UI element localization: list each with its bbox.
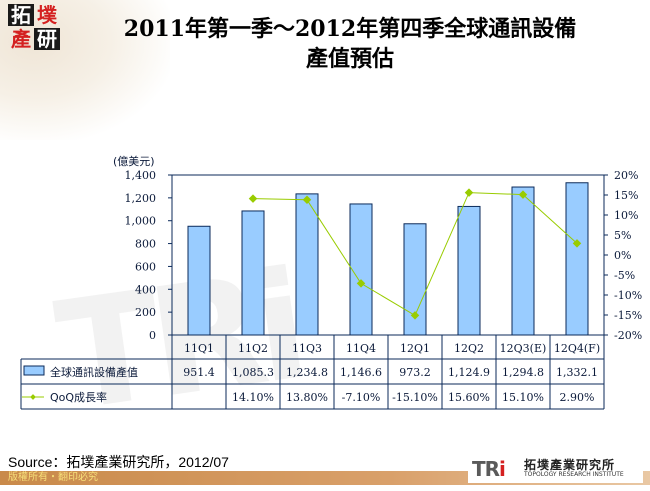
bar-value-cell: 1,294.8 xyxy=(502,366,544,379)
line-marker xyxy=(302,195,312,205)
line-marker xyxy=(464,188,474,197)
y-left-tick-label: 400 xyxy=(135,283,156,296)
bar xyxy=(241,210,265,336)
category-label: 12Q4(F) xyxy=(554,342,600,355)
y-right-tick-label: 0% xyxy=(614,249,631,262)
qoq-value-cell: 15.10% xyxy=(502,391,544,404)
y-right-tick-label: -10% xyxy=(614,289,642,302)
category-label: 12Q2 xyxy=(454,342,484,355)
category-label: 11Q3 xyxy=(292,342,322,355)
logo-char: 產 xyxy=(11,27,31,51)
legend-line-marker xyxy=(30,394,36,400)
category-label: 11Q2 xyxy=(238,342,268,355)
bar-value-cell: 1,146.6 xyxy=(340,366,382,379)
title-line-2: 產值預估 xyxy=(305,46,394,72)
y-right-tick-label: 5% xyxy=(614,229,631,242)
bar-value-cell: 951.4 xyxy=(183,366,215,379)
qoq-value-cell: 14.10% xyxy=(232,391,274,404)
page-title: 2011年第一季～2012年第四季全球通訊設備 產值預估 xyxy=(70,14,630,74)
y-left-tick-label: 200 xyxy=(135,306,156,319)
y-right-tick-label: 20% xyxy=(614,169,638,182)
y-right-tick-label: 15% xyxy=(614,189,638,202)
bar xyxy=(457,205,481,336)
line-marker xyxy=(356,279,366,288)
bar xyxy=(349,203,373,336)
source-note: Source：拓墣產業研究所，2012/07 xyxy=(8,454,229,470)
bar-value-cell: 1,234.8 xyxy=(286,366,328,379)
bar-value-cell: 973.2 xyxy=(399,366,431,379)
copyright-notice: 版權所有・翻印必究 xyxy=(8,472,98,483)
y-right-tick-label: -15% xyxy=(614,309,642,322)
tri-brand-logo: TRi 拓墣產業研究所 TOPOLOGY RESEARCH INSTITUTE xyxy=(468,455,643,483)
bar-value-cell: 1,085.3 xyxy=(232,366,274,379)
line-marker xyxy=(410,311,420,320)
title-line-1: 2011年第一季～2012年第四季全球通訊設備 xyxy=(123,16,577,42)
category-label: 12Q1 xyxy=(400,342,430,355)
brand-name-cn: 拓墣產業研究所 xyxy=(524,458,616,472)
legend-bar-swatch xyxy=(23,365,45,376)
bar xyxy=(295,193,319,336)
y-left-tick-label: 0 xyxy=(149,329,156,342)
y-right-tick-label: -5% xyxy=(614,269,635,282)
bar-value-cell: 1,124.9 xyxy=(448,366,490,379)
category-label: 12Q3(E) xyxy=(500,342,547,355)
qoq-value-cell: -7.10% xyxy=(342,391,381,404)
y-right-tick-label: -20% xyxy=(614,329,642,342)
legend-bar-label: 全球通訊設備產值 xyxy=(50,365,138,379)
plot-area xyxy=(171,174,605,336)
category-label: 11Q4 xyxy=(346,342,376,355)
brand-name-en: TOPOLOGY RESEARCH INSTITUTE xyxy=(524,471,624,478)
bar xyxy=(565,182,589,336)
y-axis-unit-label: (億美元) xyxy=(113,155,155,168)
category-label: 11Q1 xyxy=(184,342,214,355)
y-left-tick-label: 1,200 xyxy=(125,192,157,205)
legend-line-label: QoQ成長率 xyxy=(50,390,107,404)
tri-logo-mark: TRi xyxy=(472,457,506,481)
bar xyxy=(403,223,427,336)
y-left-tick-label: 1,000 xyxy=(125,215,157,228)
qoq-value-cell: 2.90% xyxy=(560,391,595,404)
y-left-tick-label: 800 xyxy=(135,238,156,251)
y-right-tick-label: 10% xyxy=(614,209,638,222)
logo-char: 研 xyxy=(34,28,60,50)
qoq-value-cell: -15.10% xyxy=(392,391,438,404)
line-marker xyxy=(248,194,258,203)
bar-value-cell: 1,332.1 xyxy=(556,366,598,379)
y-left-tick-label: 600 xyxy=(135,260,156,273)
qoq-value-cell: 15.60% xyxy=(448,391,490,404)
logo-char: 墣 xyxy=(37,3,57,27)
qoq-value-cell: 13.80% xyxy=(286,391,328,404)
tri-corner-logo: 拓 墣 產 研 xyxy=(8,4,62,52)
bar xyxy=(187,225,211,336)
bar xyxy=(511,186,535,336)
y-left-tick-label: 1,400 xyxy=(125,169,157,182)
logo-char: 拓 xyxy=(8,4,34,26)
